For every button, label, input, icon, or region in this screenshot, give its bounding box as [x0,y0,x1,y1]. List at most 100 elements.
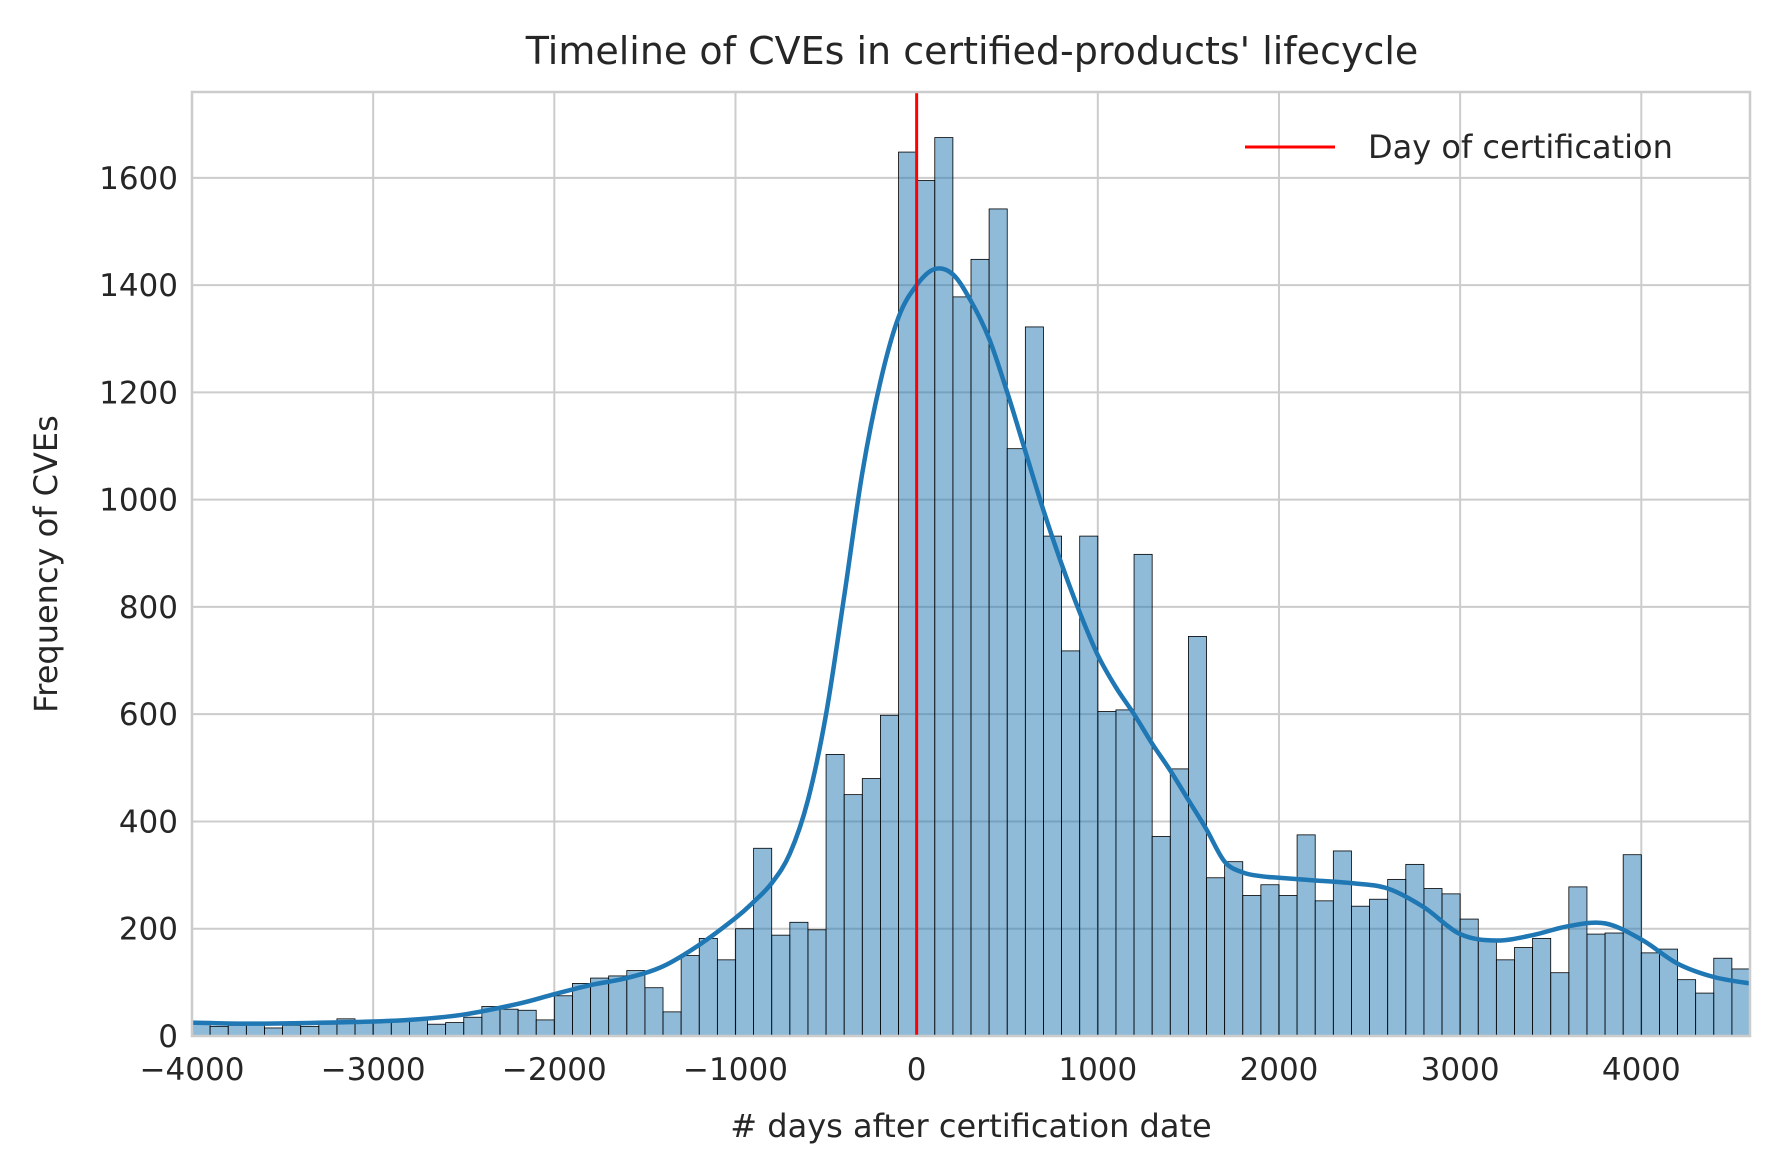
x-tick-label: 4000 [1602,1052,1681,1088]
histogram-bar [1024,326,1044,1037]
histogram-bar [680,955,700,1037]
y-tick-label: 200 [119,912,178,948]
histogram-bar [318,1023,338,1037]
histogram-bar [1079,535,1099,1037]
y-tick-label: 1600 [99,161,178,197]
histogram-bar [1405,863,1425,1037]
histogram-bar [952,296,972,1037]
plot-border [190,90,1752,1038]
histogram-bar [1115,709,1135,1037]
histogram-bar [988,208,1008,1037]
histogram-bar [517,1009,537,1037]
histogram-bar [716,959,736,1037]
y-tick-label: 1200 [99,375,178,411]
histogram-bar [970,258,990,1037]
y-tick-labels: 0 200 400 600 800 1000 1200 1400 1600 [99,161,178,1055]
y-tick-label: 400 [119,804,178,840]
histogram-bar [861,778,881,1037]
x-tick-label: 1000 [1058,1052,1137,1088]
histogram-bar [1206,877,1226,1037]
x-tick-label: 3000 [1421,1052,1500,1088]
kde-curve [191,266,1751,1026]
histogram-bar [1278,895,1298,1037]
histogram-bar [408,1019,428,1037]
histogram-bar [735,928,755,1037]
histogram-bar [825,754,845,1037]
histogram-bar [445,1022,465,1037]
chart-title: Timeline of CVEs in certified-products' … [525,29,1419,73]
x-tick-label: 0 [907,1052,927,1088]
histogram-bar [282,1024,302,1037]
histogram-bar [807,929,827,1037]
x-tick-label: −1000 [683,1052,788,1088]
histogram-bar [626,970,646,1037]
histogram-bar [698,937,718,1037]
histogram-bar [1369,898,1389,1037]
histogram-bar [1224,861,1244,1037]
x-tick-label: 2000 [1240,1052,1319,1088]
x-tick-label: −3000 [321,1052,426,1088]
histogram-bar [1296,834,1316,1037]
histogram-bar [843,794,863,1037]
histogram-bar [1061,650,1081,1037]
y-tick-label: 0 [158,1019,178,1055]
histogram-bar [1006,448,1026,1037]
histogram-bar [1187,636,1207,1037]
histogram-bar [644,987,664,1037]
histogram-bar [1097,711,1117,1037]
histogram-bar [1586,933,1606,1037]
histogram-bar [1332,850,1352,1037]
histogram-bar [1242,895,1262,1037]
y-axis-label: Frequency of CVEs [27,415,65,713]
legend-entry-certification: Day of certification [1368,128,1673,166]
histogram-bar [499,1008,519,1037]
histogram-bar [191,1023,211,1037]
histogram-bar [245,1023,265,1037]
histogram-bar [1043,535,1062,1037]
y-tick-label: 1400 [99,268,178,304]
histogram-bar [227,1024,247,1037]
histogram-bar [1151,836,1171,1037]
histogram-bar [1532,937,1552,1037]
histogram-bar [300,1025,320,1037]
histogram-bar [572,983,591,1037]
histogram-bar [535,1019,555,1037]
histogram-bar [662,1011,682,1037]
kde-layer [191,266,1751,1026]
histogram-bar [1351,905,1370,1037]
x-tick-labels: −4000 −3000 −2000 −1000 0 1000 2000 3000 4000 [140,1052,1681,1088]
histogram-bar [880,714,899,1037]
histogram-bar [608,975,628,1037]
histogram-bar [390,1020,410,1037]
histogram-bar [1604,932,1624,1037]
histogram-bar [463,1016,483,1037]
histogram-bar [771,934,791,1037]
histogram-bar [789,921,809,1037]
histogram-bar [427,1023,447,1037]
y-tick-label: 1000 [99,483,178,519]
histogram-bar [916,180,936,1037]
histogram-bar [1713,957,1733,1037]
histogram-bar [898,151,918,1037]
histogram-bar [1314,900,1334,1037]
histogram-bar [1495,959,1515,1037]
histogram-bar [553,995,573,1037]
histogram-bar [1169,768,1189,1037]
legend: Day of certification [1245,128,1673,166]
x-tick-label: −2000 [502,1052,607,1088]
histogram-bar [1387,878,1407,1037]
y-tick-label: 600 [119,697,178,733]
histogram-bar [1568,886,1588,1037]
y-tick-label: 800 [119,590,178,626]
histogram-bar [209,1025,229,1037]
histogram-bar [1514,947,1534,1037]
histogram-bar [1260,884,1280,1037]
histogram-bar [1550,972,1570,1037]
histogram-bar [1640,952,1660,1037]
histogram-bar [1622,854,1642,1037]
histogram-bar [1441,893,1461,1037]
histogram-bar [1477,939,1497,1037]
histogram-bar [372,1022,392,1037]
histogram-bar [1133,553,1153,1037]
